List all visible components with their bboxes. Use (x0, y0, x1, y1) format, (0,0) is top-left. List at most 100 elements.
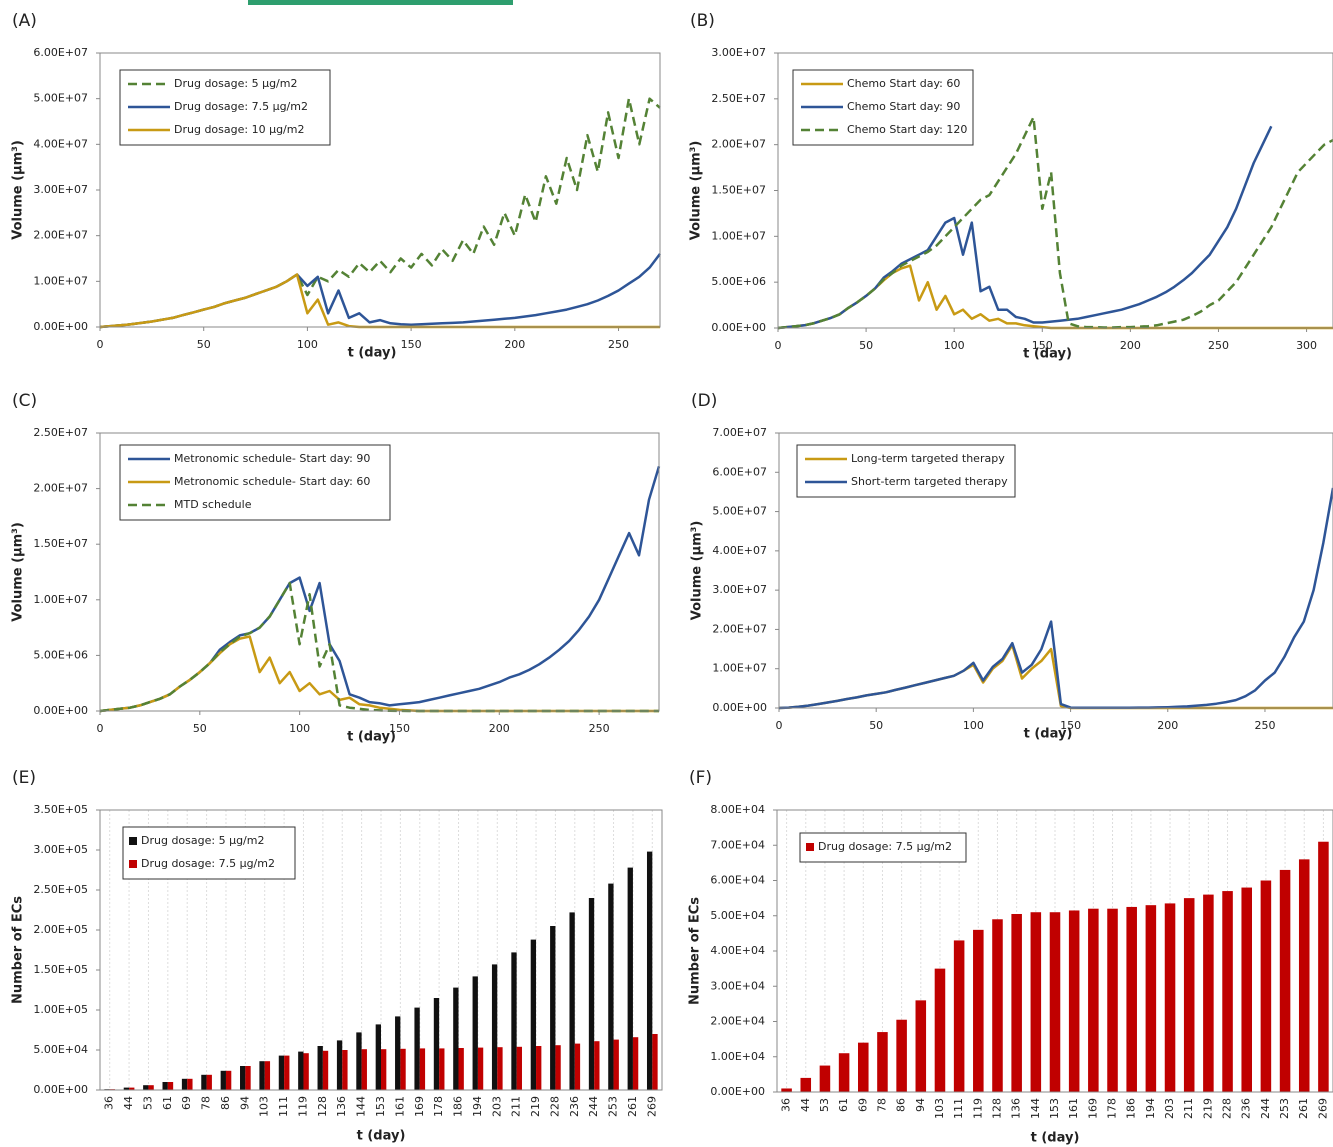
x-tick-label: 161 (1067, 1098, 1080, 1119)
bar (574, 1043, 581, 1090)
x-tick-label: 50 (859, 339, 873, 352)
y-tick-label: 2.00E+04 (710, 1015, 765, 1028)
plot-frame (777, 52, 1333, 329)
y-tick-label: 0.00E+00 (33, 320, 88, 333)
bar (1298, 859, 1310, 1092)
plot-frame (99, 52, 661, 328)
bar (511, 952, 517, 1090)
x-tick-label: 211 (1182, 1098, 1195, 1119)
x-tick-label: 144 (355, 1096, 368, 1117)
x-tick-label: 200 (1157, 719, 1178, 732)
bar (317, 1046, 323, 1090)
y-tick-label: 3.00E+07 (33, 183, 88, 196)
x-axis-title: t (day) (1024, 727, 1073, 742)
y-tick-label: 0.00E+00 (712, 701, 767, 714)
x-tick-label: 150 (1060, 719, 1081, 732)
bar (414, 1007, 420, 1090)
legend-label: Drug dosage: 7.5 μg/m2 (818, 840, 952, 853)
panel-label: (A) (12, 11, 37, 31)
y-tick-label: 0.00E+00 (710, 1085, 765, 1098)
bar (1107, 908, 1118, 1092)
x-tick-label: 150 (401, 338, 422, 351)
x-tick-label: 61 (161, 1096, 174, 1110)
bar (992, 919, 1003, 1092)
series-line (99, 581, 659, 713)
bar (497, 1047, 503, 1090)
bar (588, 898, 595, 1090)
y-tick-label: 3.00E+05 (33, 843, 88, 856)
bar (148, 1085, 154, 1090)
x-tick-label: 194 (471, 1096, 484, 1117)
x-axis-title: t (day) (357, 1129, 406, 1144)
panel-label: (D) (691, 391, 717, 411)
x-tick-label: 203 (490, 1096, 503, 1117)
bar (646, 851, 653, 1090)
bar (613, 1039, 619, 1090)
legend-label: Long-term targeted therapy (851, 452, 1005, 465)
panel-label: (B) (690, 11, 715, 31)
plot-frame (99, 809, 663, 1091)
y-axis-title: Volume (μm³) (11, 140, 26, 240)
x-axis-title: t (day) (1031, 1131, 1080, 1146)
bar (458, 1048, 464, 1090)
x-axis-title: t (day) (1023, 347, 1072, 362)
bar (225, 1070, 232, 1090)
bar (569, 912, 575, 1090)
x-tick-label: 250 (589, 722, 610, 735)
y-tick-label: 5.00E+04 (710, 909, 765, 922)
bar (477, 1047, 484, 1090)
x-tick-label: 169 (413, 1096, 426, 1117)
bar (322, 1050, 329, 1090)
bar (550, 926, 556, 1090)
y-tick-label: 2.00E+05 (33, 923, 88, 936)
bar (206, 1074, 212, 1090)
x-tick-label: 186 (452, 1096, 465, 1117)
panel-label: (F) (689, 768, 712, 788)
x-tick-label: 78 (875, 1098, 888, 1112)
x-tick-label: 228 (548, 1096, 561, 1117)
y-axis-title: Volume (μm³) (690, 521, 705, 621)
bar (375, 1024, 381, 1090)
bar (819, 1065, 831, 1092)
x-tick-label: 178 (432, 1096, 445, 1117)
x-tick-label: 53 (818, 1098, 831, 1112)
bar (162, 1082, 168, 1090)
y-tick-label: 6.00E+07 (712, 465, 767, 478)
legend-label: Chemo Start day: 90 (847, 100, 960, 113)
y-tick-label: 5.00E+06 (33, 648, 88, 661)
bar (536, 1046, 542, 1090)
bar (934, 968, 946, 1092)
y-tick-label: 7.00E+04 (710, 838, 765, 851)
x-tick-label: 111 (952, 1098, 965, 1119)
x-tick-label: 128 (316, 1096, 329, 1117)
bar (342, 1050, 348, 1090)
bar (303, 1053, 309, 1090)
bar (838, 1053, 850, 1092)
legend-label: Drug dosage: 5 μg/m2 (141, 834, 264, 847)
x-tick-label: 244 (1259, 1098, 1272, 1119)
legend-label: Drug dosage: 7.5 μg/m2 (174, 100, 308, 113)
legend-label: Chemo Start day: 60 (847, 77, 960, 90)
x-tick-label: 50 (869, 719, 883, 732)
x-tick-label: 100 (297, 338, 318, 351)
bar (652, 1034, 658, 1090)
series-line (777, 125, 1273, 330)
x-tick-label: 200 (1120, 339, 1141, 352)
y-tick-label: 1.00E+04 (710, 1050, 765, 1063)
x-tick-label: 169 (1086, 1098, 1099, 1119)
y-tick-label: 0.00E+00 (33, 704, 88, 717)
y-tick-label: 2.50E+05 (33, 883, 88, 896)
bar (1222, 891, 1233, 1092)
y-tick-label: 3.50E+05 (33, 803, 88, 816)
x-tick-label: 250 (608, 338, 629, 351)
x-tick-label: 250 (1254, 719, 1275, 732)
y-tick-label: 2.00E+07 (33, 229, 88, 242)
x-tick-label: 161 (393, 1096, 406, 1117)
legend-swatch (806, 843, 814, 851)
x-tick-label: 200 (489, 722, 510, 735)
bar (555, 1045, 561, 1090)
y-tick-label: 1.00E+07 (33, 274, 88, 287)
x-tick-label: 253 (607, 1096, 620, 1117)
x-tick-label: 0 (97, 722, 104, 735)
panel-label: (C) (12, 391, 37, 411)
